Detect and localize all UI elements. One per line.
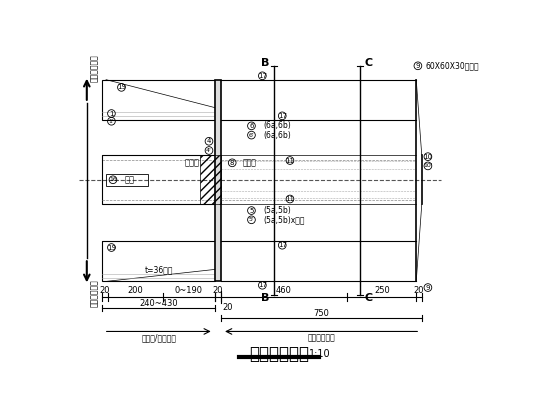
Bar [102,241,215,281]
Text: 20: 20 [213,286,223,295]
Text: 1:10: 1:10 [309,349,330,359]
Text: B: B [261,58,269,68]
Text: 9: 9 [426,285,430,291]
Bar [215,80,221,281]
Text: 1': 1' [109,119,114,124]
Text: 活接头: 活接头 [185,158,199,167]
Text: 层板: 层板 [124,175,134,184]
Text: 10: 10 [423,154,432,160]
Text: 20: 20 [414,286,424,295]
Text: 17: 17 [278,242,287,248]
Text: 17: 17 [258,282,267,288]
Text: 240~430: 240~430 [139,299,178,308]
Bar [106,173,148,186]
Text: 20: 20 [100,286,110,295]
Bar [102,80,215,120]
Text: 10': 10' [423,163,433,168]
Text: 11: 11 [286,196,295,202]
Text: t=36橡块: t=36橡块 [144,265,173,274]
Text: 11: 11 [286,158,295,163]
Text: 16: 16 [109,177,117,182]
Text: 8: 8 [230,160,235,166]
Text: (6a,6b): (6a,6b) [263,121,291,130]
Text: 19: 19 [107,244,116,250]
Text: 活络头构造图: 活络头构造图 [249,345,309,363]
Text: 6: 6 [249,123,254,129]
Text: 0~190: 0~190 [175,286,203,295]
Text: 壁腔板: 壁腔板 [242,158,256,167]
Text: 200: 200 [127,286,143,295]
Text: B: B [261,293,269,303]
Text: 5: 5 [249,207,254,213]
Text: 5': 5' [249,217,254,222]
Text: 60X60X30加强肋: 60X60X30加强肋 [426,61,479,70]
Text: 20: 20 [222,303,233,312]
Text: (5a,5b): (5a,5b) [263,206,291,215]
Text: 9: 9 [416,63,420,69]
Text: 基坑水平方向: 基坑水平方向 [90,279,99,307]
Text: 17: 17 [258,73,267,79]
Text: C: C [365,58,373,68]
Text: 250: 250 [374,286,390,295]
Text: 6': 6' [249,133,254,138]
Text: 460: 460 [276,286,292,295]
Text: C: C [365,293,373,303]
Text: 4': 4' [206,148,212,153]
Text: 4: 4 [207,138,211,144]
Text: 750: 750 [313,309,329,318]
Text: 17: 17 [278,113,287,119]
Text: 基坑水平方向: 基坑水平方向 [90,54,99,82]
Bar [200,155,221,205]
Text: 19: 19 [117,84,126,90]
Text: 1: 1 [109,110,114,116]
Text: (5a,5b)x余同: (5a,5b)x余同 [263,215,305,224]
Text: 接冠梁/围檩方向: 接冠梁/围檩方向 [141,333,176,342]
Bar [102,155,215,205]
Text: (6a,6b): (6a,6b) [263,131,291,139]
Text: 接钢支撑方向: 接钢支撑方向 [307,333,335,342]
